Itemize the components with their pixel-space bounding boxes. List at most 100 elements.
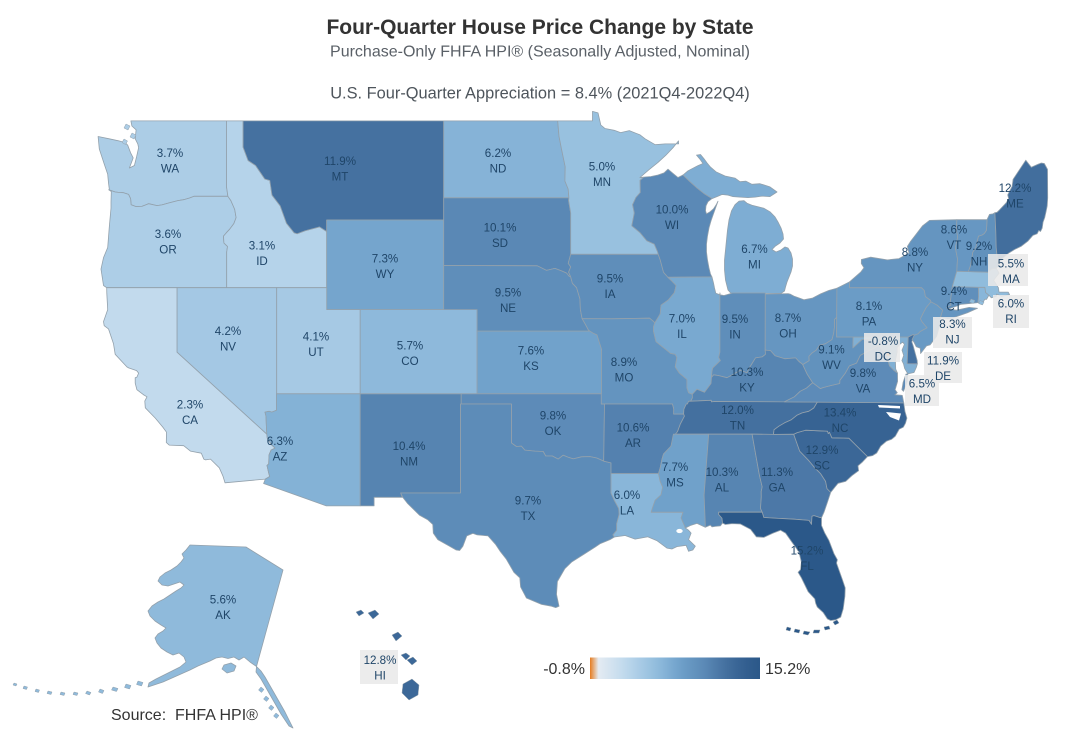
svg-text:DC: DC (875, 351, 892, 364)
svg-text:15.2%: 15.2% (791, 545, 824, 558)
svg-text:NY: NY (907, 262, 923, 275)
svg-text:WY: WY (376, 268, 395, 281)
svg-text:9.2%: 9.2% (966, 240, 992, 253)
svg-text:9.8%: 9.8% (540, 410, 566, 423)
svg-text:RI: RI (1005, 313, 1017, 326)
svg-text:11.9%: 11.9% (324, 155, 356, 168)
svg-text:SC: SC (814, 460, 830, 473)
svg-text:8.7%: 8.7% (775, 312, 801, 325)
svg-text:IL: IL (677, 328, 687, 341)
svg-text:6.5%: 6.5% (909, 378, 935, 391)
svg-text:AR: AR (625, 437, 641, 450)
svg-text:MO: MO (615, 372, 634, 385)
svg-text:7.7%: 7.7% (662, 461, 688, 474)
svg-text:9.1%: 9.1% (818, 344, 844, 357)
svg-text:MD: MD (913, 393, 931, 406)
svg-text:AL: AL (715, 482, 730, 495)
svg-text:6.2%: 6.2% (485, 147, 511, 160)
svg-text:8.1%: 8.1% (856, 300, 882, 313)
svg-text:WA: WA (161, 163, 180, 176)
svg-text:5.5%: 5.5% (998, 258, 1024, 271)
svg-text:NE: NE (500, 302, 516, 315)
svg-text:8.6%: 8.6% (941, 224, 967, 237)
svg-text:6.0%: 6.0% (614, 489, 640, 502)
svg-text:9.7%: 9.7% (515, 495, 541, 508)
svg-text:OK: OK (545, 425, 562, 438)
svg-text:GA: GA (769, 482, 786, 495)
svg-text:AK: AK (215, 609, 231, 622)
svg-text:7.3%: 7.3% (372, 253, 398, 266)
svg-text:MS: MS (666, 477, 684, 490)
svg-text:7.6%: 7.6% (518, 345, 544, 358)
svg-text:DE: DE (935, 370, 951, 383)
svg-text:15.2%: 15.2% (765, 661, 810, 678)
svg-text:9.4%: 9.4% (941, 285, 967, 298)
svg-text:OH: OH (779, 328, 796, 341)
svg-text:NV: NV (220, 341, 236, 354)
svg-text:12.2%: 12.2% (999, 182, 1032, 195)
svg-text:CT: CT (946, 301, 961, 314)
svg-text:8.9%: 8.9% (611, 356, 637, 369)
svg-text:IN: IN (729, 329, 741, 342)
svg-text:VT: VT (947, 239, 962, 252)
svg-text:5.6%: 5.6% (210, 594, 236, 607)
svg-text:Four-Quarter House Price Chang: Four-Quarter House Price Change by State (326, 16, 753, 39)
svg-text:MT: MT (332, 171, 349, 184)
svg-text:4.2%: 4.2% (215, 325, 241, 338)
svg-text:PA: PA (862, 316, 877, 329)
svg-text:OR: OR (159, 244, 176, 257)
svg-text:10.0%: 10.0% (656, 204, 689, 217)
svg-text:9.5%: 9.5% (597, 273, 623, 286)
svg-text:12.9%: 12.9% (806, 444, 839, 457)
svg-text:Purchase-Only FHFA HPI® (Seaso: Purchase-Only FHFA HPI® (Seasonally Adju… (330, 44, 750, 61)
svg-text:FL: FL (800, 560, 814, 573)
svg-text:-0.8%: -0.8% (868, 335, 898, 348)
svg-text:ME: ME (1006, 198, 1024, 211)
svg-text:10.3%: 10.3% (731, 366, 764, 379)
svg-text:3.1%: 3.1% (249, 240, 275, 253)
svg-text:MA: MA (1002, 273, 1020, 286)
svg-text:AZ: AZ (273, 451, 288, 464)
svg-text:11.9%: 11.9% (927, 355, 959, 368)
svg-text:NJ: NJ (945, 334, 959, 347)
svg-text:Source: FHFA HPI®: Source: FHFA HPI® (111, 707, 258, 724)
svg-text:2.3%: 2.3% (177, 399, 203, 412)
svg-text:3.6%: 3.6% (155, 228, 181, 241)
svg-text:NM: NM (400, 456, 418, 469)
svg-text:7.0%: 7.0% (669, 313, 695, 326)
svg-text:9.5%: 9.5% (495, 287, 521, 300)
svg-text:6.0%: 6.0% (998, 298, 1024, 311)
svg-text:6.3%: 6.3% (267, 435, 293, 448)
svg-text:3.7%: 3.7% (157, 147, 183, 160)
svg-text:ID: ID (256, 255, 268, 268)
svg-text:WV: WV (822, 359, 841, 372)
svg-text:11.3%: 11.3% (761, 466, 793, 479)
svg-text:6.7%: 6.7% (741, 243, 767, 256)
svg-text:9.5%: 9.5% (722, 313, 748, 326)
svg-text:IA: IA (605, 288, 616, 301)
svg-text:5.7%: 5.7% (397, 340, 423, 353)
svg-text:TX: TX (521, 510, 536, 523)
svg-text:U.S. Four-Quarter Appreciation: U.S. Four-Quarter Appreciation = 8.4% (2… (330, 85, 750, 103)
svg-text:-0.8%: -0.8% (543, 661, 585, 678)
svg-text:KS: KS (523, 360, 539, 373)
svg-text:SD: SD (492, 237, 508, 250)
svg-text:NH: NH (971, 256, 988, 269)
svg-text:TN: TN (730, 420, 745, 433)
svg-text:WI: WI (665, 219, 679, 232)
svg-text:12.0%: 12.0% (721, 404, 754, 417)
svg-text:CO: CO (401, 355, 418, 368)
svg-text:10.3%: 10.3% (706, 466, 739, 479)
svg-text:HI: HI (374, 670, 386, 683)
svg-text:10.4%: 10.4% (393, 440, 426, 453)
svg-text:4.1%: 4.1% (303, 331, 329, 344)
svg-text:MN: MN (593, 176, 611, 189)
svg-text:5.0%: 5.0% (589, 161, 615, 174)
svg-text:KY: KY (739, 382, 755, 395)
svg-text:MI: MI (748, 259, 761, 272)
svg-text:VA: VA (856, 383, 871, 396)
svg-text:ND: ND (490, 163, 507, 176)
svg-text:12.8%: 12.8% (364, 654, 397, 667)
svg-text:UT: UT (308, 346, 323, 359)
svg-text:9.8%: 9.8% (850, 367, 876, 380)
